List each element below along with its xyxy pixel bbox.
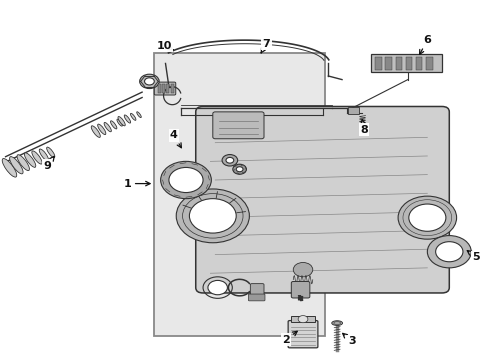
FancyBboxPatch shape [291,282,309,298]
Text: 7: 7 [261,39,270,53]
Ellipse shape [39,149,48,161]
Bar [290,316,315,321]
Ellipse shape [46,147,55,158]
Bar [415,57,422,70]
Circle shape [236,167,243,172]
Circle shape [435,242,462,262]
Ellipse shape [24,153,36,167]
Text: 8: 8 [359,120,367,135]
Text: 5: 5 [467,251,479,262]
Circle shape [225,157,233,163]
Text: 2: 2 [282,331,297,345]
Circle shape [160,161,211,199]
Ellipse shape [110,121,117,129]
Ellipse shape [91,126,100,138]
Circle shape [427,235,470,268]
Circle shape [298,316,307,323]
Bar [385,57,391,70]
Circle shape [293,262,312,277]
Ellipse shape [117,119,122,126]
Circle shape [144,78,154,85]
FancyBboxPatch shape [195,107,448,293]
Bar [395,57,401,70]
Circle shape [232,164,246,174]
Ellipse shape [10,157,23,174]
Text: 3: 3 [342,333,355,346]
FancyBboxPatch shape [248,294,264,301]
FancyBboxPatch shape [250,284,264,297]
Bar [162,84,164,93]
Ellipse shape [17,155,29,171]
Ellipse shape [331,321,342,325]
Ellipse shape [2,158,17,177]
Bar [154,53,325,336]
Ellipse shape [32,151,42,164]
Text: 1: 1 [123,179,150,189]
Text: 10: 10 [156,41,173,50]
Circle shape [397,196,456,239]
Bar [158,84,160,93]
Circle shape [222,154,237,166]
FancyBboxPatch shape [212,112,264,139]
FancyBboxPatch shape [154,82,175,95]
Circle shape [168,167,203,193]
Ellipse shape [104,122,111,132]
Ellipse shape [137,112,141,118]
Ellipse shape [130,113,136,120]
Bar [426,57,432,70]
Text: 4: 4 [169,130,181,148]
Bar [170,84,173,93]
FancyBboxPatch shape [287,320,317,348]
Ellipse shape [118,117,125,126]
Text: 9: 9 [43,156,54,171]
Circle shape [207,280,227,295]
Bar [405,57,411,70]
Bar [166,84,169,93]
Ellipse shape [333,321,340,324]
Ellipse shape [124,115,130,123]
Circle shape [408,204,445,231]
Bar [374,57,381,70]
Text: 6: 6 [419,35,430,54]
Bar [370,54,441,72]
Circle shape [189,199,236,233]
Circle shape [140,74,159,89]
Circle shape [176,189,249,243]
Ellipse shape [98,124,105,135]
Bar [347,107,358,114]
